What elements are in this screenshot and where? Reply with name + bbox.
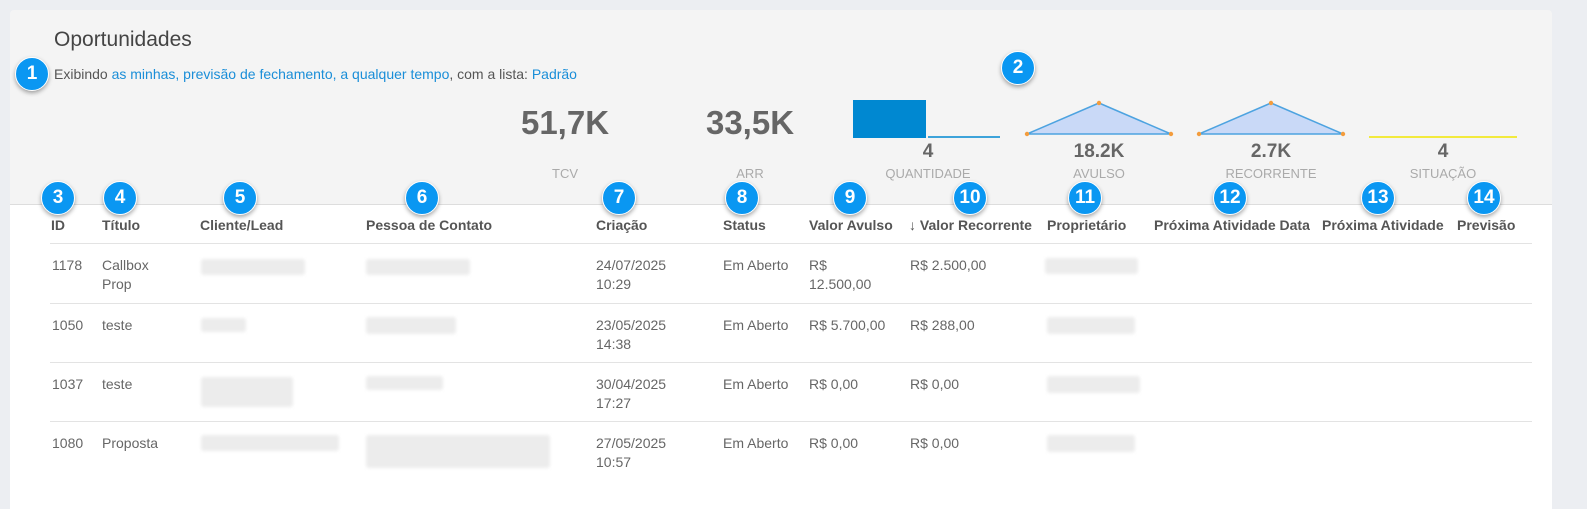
filter-middle: , com a lista: [449, 66, 532, 82]
cell-id: 1050 [52, 317, 84, 333]
redacted-proprietario [1045, 258, 1138, 274]
redacted-contato [366, 317, 456, 334]
row-divider [50, 421, 1532, 422]
situacao-label: SITUAÇÃO [1409, 166, 1477, 181]
callout-badge: 1 [15, 57, 49, 91]
redacted-cliente [201, 259, 305, 275]
quantidade-value: 4 [922, 141, 934, 162]
cell-criacao: 24/07/2025 10:29 [596, 257, 667, 292]
opportunities-table [10, 204, 1552, 509]
cell-id: 1037 [52, 376, 84, 392]
kpi-tcv-label: TCV [552, 166, 578, 181]
cell-titulo[interactable]: Proposta [102, 435, 159, 451]
cell-status: Em Aberto [723, 435, 789, 451]
situacao-value: 4 [1437, 141, 1449, 162]
situacao-line-chart [1369, 136, 1517, 138]
callout-badge: 11 [1068, 181, 1102, 215]
avulso-label: AVULSO [1073, 166, 1125, 181]
avulso-point [1168, 131, 1174, 137]
callout-badge: 4 [103, 181, 137, 215]
cell-id: 1178 [52, 257, 83, 273]
cell-id: 1080 [52, 435, 84, 451]
recorrente-value: 2.7K [1250, 141, 1292, 162]
col-proxima-atividade[interactable]: Próxima Atividade [1322, 217, 1444, 233]
page-title: Oportunidades [54, 28, 192, 51]
callout-badge: 7 [602, 181, 636, 215]
quantidade-bar-chart [853, 100, 1000, 138]
cell-criacao: 27/05/2025 10:57 [596, 435, 667, 470]
recorrente-point [1268, 100, 1274, 106]
callout-badge: 5 [223, 181, 257, 215]
redacted-proprietario [1047, 317, 1135, 334]
redacted-contato [366, 259, 470, 275]
cell-titulo[interactable]: teste [102, 376, 133, 392]
cell-titulo[interactable]: Callbox Prop [102, 257, 149, 292]
row-divider [50, 362, 1532, 363]
col-id[interactable]: ID [51, 217, 65, 233]
cell-valor-avulso: R$ 0,00 [809, 376, 859, 392]
avulso-point [1024, 131, 1030, 137]
filter-prefix: Exibindo [54, 66, 112, 82]
redacted-contato [366, 376, 443, 390]
opportunities-panel: Oportunidades Exibindo as minhas, previs… [10, 10, 1552, 509]
filter-list-link[interactable]: Padrão [531, 66, 577, 82]
col-valor-avulso[interactable]: Valor Avulso [809, 217, 893, 233]
callout-badge: 9 [833, 181, 867, 215]
redacted-cliente [201, 435, 339, 451]
col-previsao[interactable]: Previsão [1457, 217, 1516, 233]
filter-criteria-link[interactable]: as minhas, previsão de fechamento, a qua… [111, 66, 450, 82]
callout-badge: 6 [405, 181, 439, 215]
col-status[interactable]: Status [723, 217, 766, 233]
cell-valor-recorrente: R$ 2.500,00 [910, 257, 987, 273]
cell-valor-recorrente: R$ 0,00 [910, 435, 960, 451]
avulso-point [1096, 100, 1102, 106]
cell-valor-recorrente: R$ 288,00 [910, 317, 975, 333]
cell-titulo[interactable]: teste [102, 317, 133, 333]
redacted-proprietario [1047, 376, 1140, 393]
header-divider [50, 243, 1532, 244]
cell-status: Em Aberto [723, 376, 789, 392]
cell-status: Em Aberto [723, 257, 789, 273]
cell-criacao: 30/04/2025 17:27 [596, 376, 667, 411]
quantidade-label: QUANTIDADE [885, 166, 971, 181]
cell-criacao: 23/05/2025 14:38 [596, 317, 667, 352]
col-pessoa-contato[interactable]: Pessoa de Contato [366, 217, 493, 233]
recorrente-point [1196, 131, 1202, 137]
redacted-cliente [201, 318, 246, 332]
callout-badge: 10 [953, 181, 987, 215]
avulso-area-chart [1024, 100, 1174, 137]
recorrente-area-chart [1196, 100, 1346, 137]
cell-valor-avulso: R$ 5.700,00 [809, 317, 886, 333]
callout-badge: 2 [1001, 51, 1035, 85]
cell-valor-avulso: R$ 0,00 [809, 435, 859, 451]
col-cliente-lead[interactable]: Cliente/Lead [200, 217, 284, 233]
redacted-contato [366, 435, 550, 468]
kpi-arr-label: ARR [736, 166, 764, 181]
callout-badge: 12 [1213, 181, 1247, 215]
quantidade-bar [853, 100, 926, 138]
recorrente-point [1340, 131, 1346, 137]
redacted-cliente [201, 377, 293, 407]
kpi-arr-value: 33,5K [705, 104, 795, 141]
recorrente-label: RECORRENTE [1225, 166, 1317, 181]
avulso-value: 18.2K [1073, 141, 1125, 162]
cell-valor-recorrente: R$ 0,00 [910, 376, 960, 392]
row-divider [50, 303, 1532, 304]
redacted-proprietario [1047, 435, 1135, 452]
col-valor-recorrente[interactable]: ↓ Valor Recorrente [909, 217, 1032, 233]
callout-badge: 14 [1467, 181, 1501, 215]
col-titulo[interactable]: Título [102, 217, 141, 233]
cell-valor-avulso: R$ 12.500,00 [809, 257, 872, 292]
avulso-area [1026, 102, 1172, 135]
col-proxima-atividade-data[interactable]: Próxima Atividade Data [1154, 217, 1310, 233]
callout-badge: 3 [41, 181, 75, 215]
col-proprietario[interactable]: Proprietário [1047, 217, 1127, 233]
filter-summary: Exibindo as minhas, previsão de fechamen… [54, 66, 577, 82]
col-criacao[interactable]: Criação [596, 217, 648, 233]
kpi-tcv-value: 51,7K [520, 104, 610, 141]
callout-badge: 13 [1361, 181, 1395, 215]
recorrente-area [1198, 102, 1344, 135]
cell-status: Em Aberto [723, 317, 789, 333]
callout-badge: 8 [725, 181, 759, 215]
